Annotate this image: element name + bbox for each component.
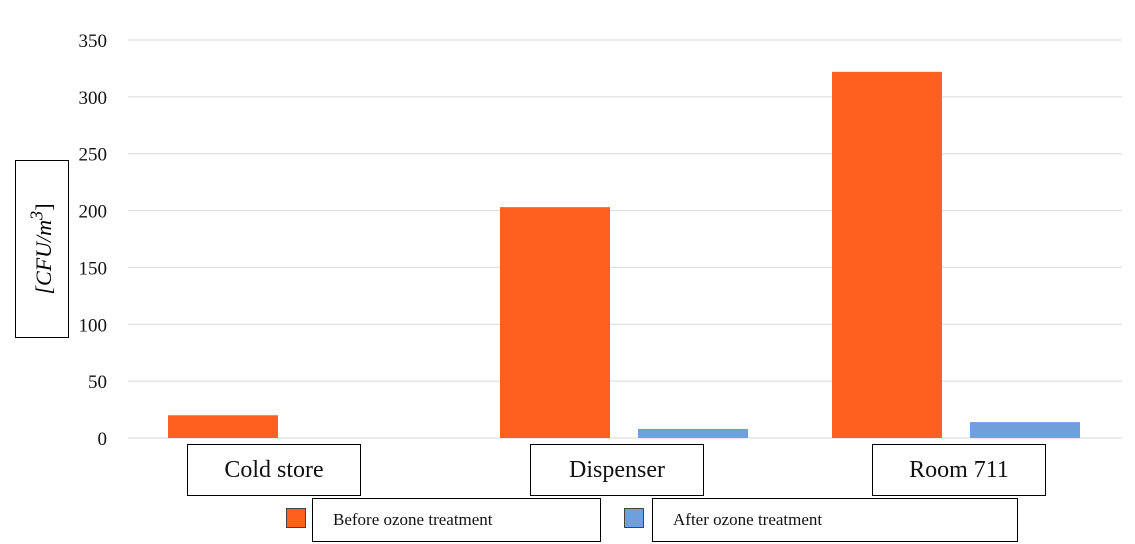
y-tick-label: 50 [88, 372, 107, 393]
legend-swatch-after [624, 508, 644, 528]
bar-before-room-711 [832, 71, 942, 438]
legend-swatch-before [286, 508, 306, 528]
y-axis-label-box: [CFU/m3] [15, 160, 69, 338]
category-label-room-711: Room 711 [872, 444, 1046, 496]
bar-before-cold-store [168, 415, 278, 438]
y-tick-label: 0 [98, 429, 108, 450]
y-axis-label: [CFU/m3] [26, 203, 57, 295]
category-label-dispenser: Dispenser [530, 444, 704, 496]
y-tick-label: 300 [79, 88, 108, 109]
y-tick-label: 200 [79, 202, 108, 223]
category-label-cold-store: Cold store [187, 444, 361, 496]
legend-label-before: Before ozone treatment [312, 498, 601, 542]
y-tick-label: 350 [79, 31, 108, 52]
y-tick-label: 100 [79, 315, 108, 336]
y-tick-label: 150 [79, 258, 108, 279]
legend-label-after: After ozone treatment [652, 498, 1018, 542]
y-tick-label: 250 [79, 145, 108, 166]
bar-after-room-711 [970, 422, 1080, 438]
bar-before-dispenser [500, 207, 610, 438]
bar-after-dispenser [638, 428, 748, 438]
